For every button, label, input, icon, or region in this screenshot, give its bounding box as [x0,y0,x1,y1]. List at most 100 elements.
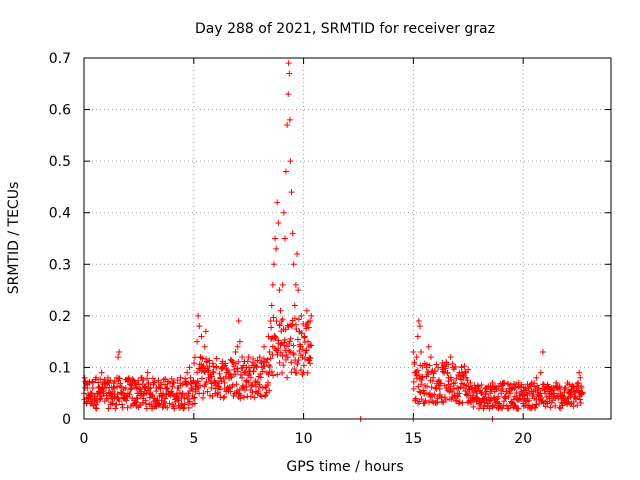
data-point [547,404,554,411]
data-point [480,395,487,402]
data-point [566,381,573,388]
data-point [97,376,104,383]
data-point [281,235,288,242]
data-point [449,364,456,371]
data-point [200,390,207,397]
data-point [144,369,151,376]
data-point [254,357,261,364]
data-point [221,379,228,386]
data-point [203,359,210,366]
data-point [415,318,422,325]
data-point [296,328,303,335]
data-point [241,387,248,394]
data-point [252,379,259,386]
data-point [564,395,571,402]
data-point [437,391,444,398]
data-point [124,390,131,397]
data-point [293,250,300,257]
data-point [469,395,476,402]
data-point [300,369,307,376]
data-point [292,281,299,288]
data-point [552,403,559,410]
data-point [442,365,449,372]
data-point [433,361,440,368]
data-point [507,381,514,388]
data-point [230,359,237,366]
data-point [513,395,520,402]
data-point [458,364,465,371]
data-point [188,385,195,392]
data-point [171,379,178,386]
x-tick-labels: 0 5 10 15 20 [80,431,533,447]
data-point [436,377,443,384]
data-point [268,324,275,331]
data-point [151,395,158,402]
data-point [288,369,295,376]
data-point [308,312,315,319]
data-point [307,318,314,325]
data-point [238,374,245,381]
y-tick-label: 0.7 [49,51,71,67]
x-tick-label: 15 [404,431,422,447]
data-point [166,400,173,407]
data-point [279,369,286,376]
data-point [279,353,286,360]
data-point [107,390,114,397]
data-point [517,390,524,397]
data-point [499,385,506,392]
data-point [172,399,179,406]
data-point [456,369,463,376]
data-point [427,354,434,361]
data-point [209,368,216,375]
data-point [197,382,204,389]
data-point [437,380,444,387]
data-point [410,378,417,385]
data-point [245,379,252,386]
data-point [151,379,158,386]
data-point [126,375,133,382]
data-point [431,391,438,398]
data-point [307,355,314,362]
data-point [489,379,496,386]
data-point [222,373,229,380]
data-point [132,399,139,406]
data-point [295,287,302,294]
data-point [163,385,170,392]
data-point [105,395,112,402]
data-point [491,395,498,402]
data-point [96,396,103,403]
data-point [116,348,123,355]
data-point [168,375,175,382]
data-point [181,401,188,408]
data-point [423,383,430,390]
data-point [297,343,304,350]
data-point [179,390,186,397]
data-point [164,385,171,392]
data-point [124,404,131,411]
data-point [225,385,232,392]
data-point [272,334,279,341]
data-point [546,395,553,402]
data-point [139,380,146,387]
data-point [276,359,283,366]
data-point [107,377,114,384]
data-point [122,385,129,392]
data-point [264,356,271,363]
data-point [288,359,295,366]
data-point [191,354,198,361]
data-point [127,379,134,386]
data-point [447,383,454,390]
data-point [214,390,221,397]
data-point [263,359,270,366]
data-point [528,379,535,386]
data-point [436,379,443,386]
y-tick-labels: 0 0.1 0.2 0.3 0.4 0.5 0.6 0.7 [49,51,71,428]
data-point [251,394,258,401]
data-point [495,393,502,400]
data-point [422,397,429,404]
data-point [135,377,142,384]
data-point [186,396,193,403]
data-point [471,385,478,392]
y-tick-label: 0.2 [49,309,71,325]
data-point [465,366,472,373]
